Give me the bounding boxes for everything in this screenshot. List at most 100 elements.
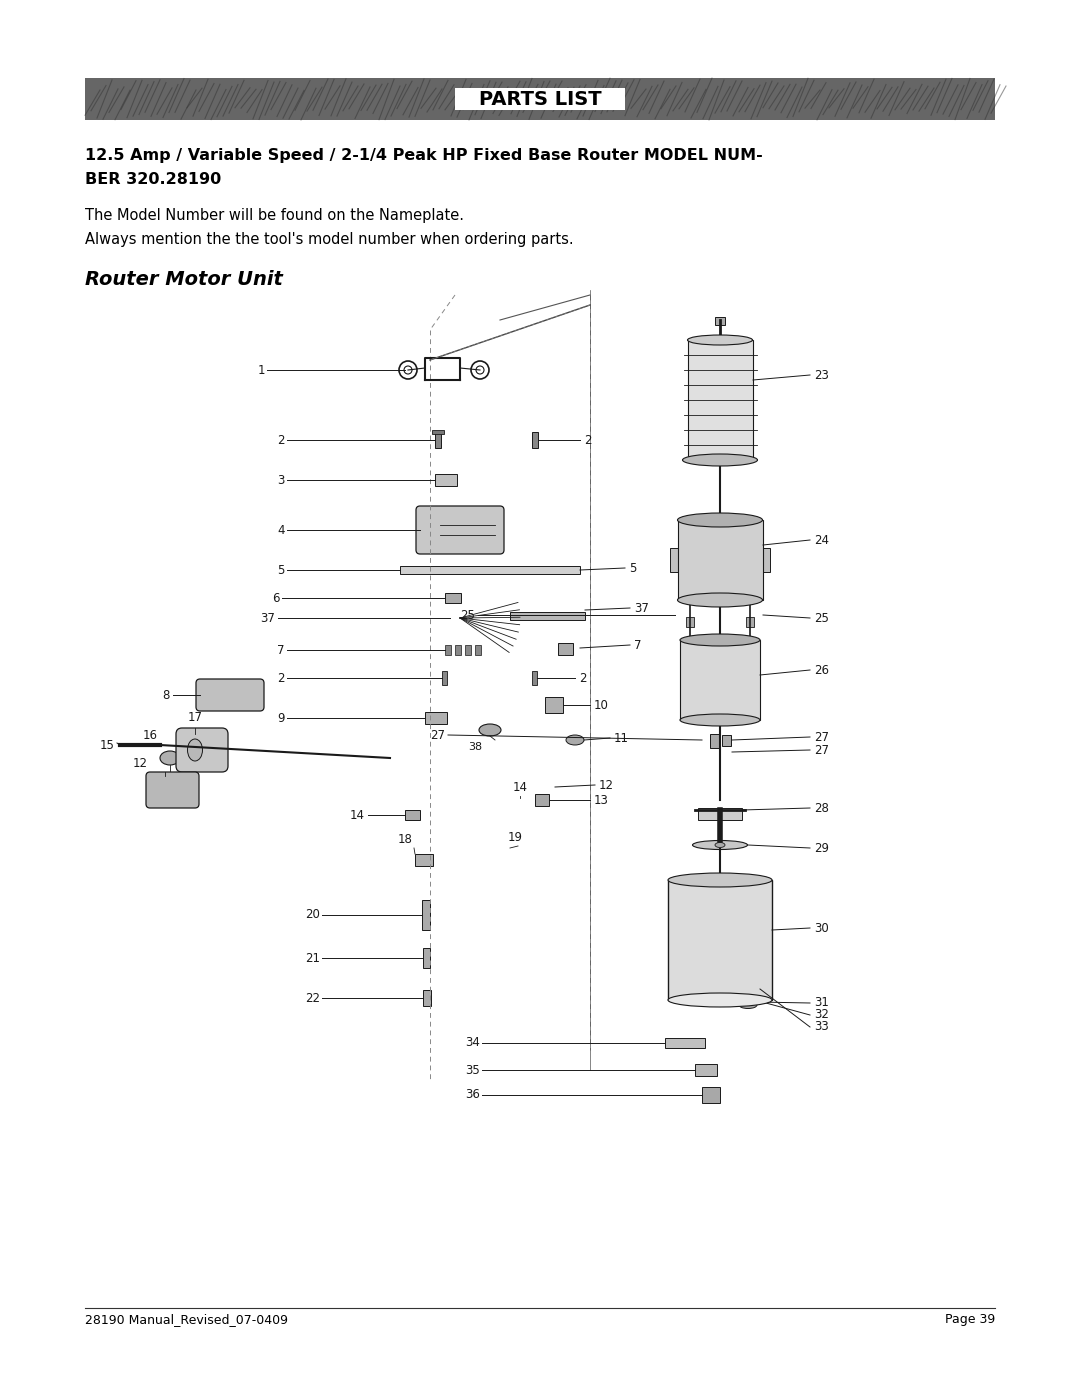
Ellipse shape <box>680 634 760 646</box>
Ellipse shape <box>688 336 753 345</box>
Text: 1: 1 <box>257 363 265 377</box>
Text: 12.5 Amp / Variable Speed / 2-1/4 Peak HP Fixed Base Router MODEL NUM-: 12.5 Amp / Variable Speed / 2-1/4 Peak H… <box>85 148 762 164</box>
Text: 32: 32 <box>814 1008 828 1022</box>
Text: PARTS LIST: PARTS LIST <box>478 89 602 109</box>
Bar <box>686 617 694 627</box>
Text: 27: 27 <box>430 729 445 741</box>
Text: 18: 18 <box>397 833 413 846</box>
Text: 3: 3 <box>278 473 285 487</box>
Text: 25: 25 <box>814 612 828 624</box>
Text: 31: 31 <box>814 997 828 1009</box>
Bar <box>710 734 719 748</box>
Ellipse shape <box>188 738 203 760</box>
Text: 2: 2 <box>278 671 285 685</box>
Text: 35: 35 <box>465 1063 480 1077</box>
Text: 5: 5 <box>278 564 285 576</box>
Bar <box>432 430 444 434</box>
Text: 38: 38 <box>468 742 482 752</box>
Text: 24: 24 <box>814 534 829 546</box>
Text: 12: 12 <box>133 758 148 770</box>
Text: 13: 13 <box>594 793 609 807</box>
Ellipse shape <box>732 994 744 1000</box>
Text: 14: 14 <box>513 781 527 793</box>
Bar <box>698 808 742 820</box>
Text: Page 39: Page 39 <box>945 1313 995 1327</box>
Bar <box>669 880 772 1000</box>
Ellipse shape <box>566 736 584 745</box>
Bar <box>754 549 770 572</box>
Text: 17: 17 <box>188 711 203 725</box>
Text: 25: 25 <box>460 609 475 622</box>
Text: 2: 2 <box>278 433 285 447</box>
Text: 30: 30 <box>814 921 828 935</box>
Ellipse shape <box>669 993 772 1006</box>
Text: 8: 8 <box>163 689 170 701</box>
Bar <box>435 474 457 485</box>
Text: 20: 20 <box>306 909 320 921</box>
Text: 2: 2 <box>579 671 586 685</box>
Bar <box>677 520 762 600</box>
Bar <box>665 1038 705 1048</box>
Bar <box>715 318 725 324</box>
Ellipse shape <box>480 725 501 736</box>
Ellipse shape <box>680 714 760 726</box>
Text: 37: 37 <box>634 601 649 615</box>
Bar <box>532 671 537 685</box>
Bar <box>532 432 538 448</box>
Text: The Model Number will be found on the Nameplate.: The Model Number will be found on the Na… <box>85 208 464 223</box>
Text: 7: 7 <box>278 644 285 656</box>
Text: 11: 11 <box>615 732 629 744</box>
Text: 5: 5 <box>629 561 636 575</box>
Bar <box>423 947 430 968</box>
Text: 14: 14 <box>350 808 365 821</box>
Bar <box>723 736 731 747</box>
Ellipse shape <box>669 873 772 887</box>
Bar <box>442 671 447 685</box>
Ellipse shape <box>692 840 747 850</box>
Text: 4: 4 <box>278 524 285 536</box>
Bar <box>680 639 760 720</box>
Bar <box>415 854 433 866</box>
Bar <box>426 712 447 725</box>
Text: 27: 27 <box>814 730 829 744</box>
Bar <box>558 644 573 654</box>
Ellipse shape <box>677 593 762 606</box>
FancyBboxPatch shape <box>146 771 199 808</box>
Text: BER 320.28190: BER 320.28190 <box>85 172 221 187</box>
Text: 19: 19 <box>508 830 523 844</box>
Bar <box>510 612 585 620</box>
Text: 34: 34 <box>465 1037 480 1049</box>
Bar <box>445 593 461 604</box>
Text: 22: 22 <box>305 991 320 1005</box>
Ellipse shape <box>739 1001 757 1008</box>
Bar <box>670 549 686 572</box>
Bar <box>688 340 753 461</box>
Bar <box>475 645 481 654</box>
Bar <box>445 645 451 654</box>
Ellipse shape <box>677 513 762 527</box>
Bar <box>405 810 420 820</box>
Text: 15: 15 <box>100 738 114 752</box>
Text: 12: 12 <box>599 778 615 792</box>
Text: 36: 36 <box>465 1089 480 1101</box>
FancyBboxPatch shape <box>195 679 264 711</box>
Ellipse shape <box>160 751 180 764</box>
Text: 6: 6 <box>272 591 280 605</box>
Bar <box>423 990 431 1006</box>
Bar <box>702 1088 720 1103</box>
FancyBboxPatch shape <box>416 506 504 554</box>
Bar <box>465 645 471 654</box>
Text: 2: 2 <box>584 433 592 447</box>
Text: 28190 Manual_Revised_07-0409: 28190 Manual_Revised_07-0409 <box>85 1313 288 1327</box>
Text: 9: 9 <box>278 711 285 725</box>
Ellipse shape <box>715 843 725 847</box>
Text: 29: 29 <box>814 842 829 854</box>
Text: 33: 33 <box>814 1020 828 1034</box>
Text: Always mention the the tool's model number when ordering parts.: Always mention the the tool's model numb… <box>85 232 573 248</box>
Bar <box>435 432 441 448</box>
Bar <box>746 617 754 627</box>
Bar <box>535 793 549 806</box>
Text: 27: 27 <box>814 744 829 756</box>
Text: 23: 23 <box>814 368 828 381</box>
Text: 16: 16 <box>143 729 158 742</box>
